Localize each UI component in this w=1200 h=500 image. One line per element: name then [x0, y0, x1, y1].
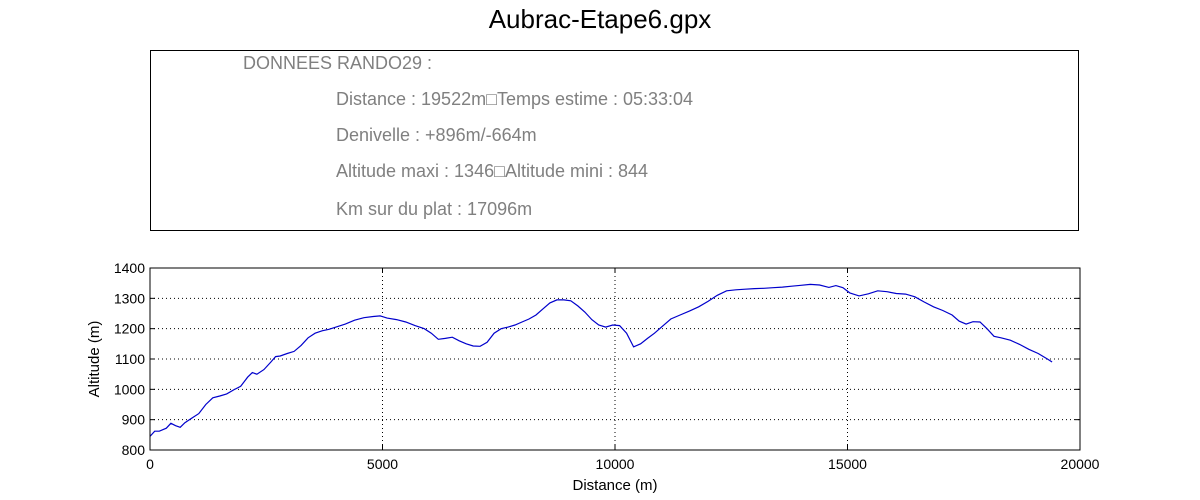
info-denivelle: Denivelle : +896m/-664m: [336, 125, 537, 145]
info-km-plat: Km sur du plat : 17096m: [336, 199, 533, 219]
y-tick-label: 1100: [115, 351, 145, 367]
y-tick-label: 1200: [114, 321, 145, 337]
y-tick-label: 900: [122, 412, 146, 428]
x-tick-label: 15000: [828, 456, 867, 472]
info-heading: DONNEES RANDO29 :: [243, 53, 433, 73]
x-tick-label: 20000: [1061, 456, 1100, 472]
chart-title: Aubrac-Etape6.gpx: [488, 4, 712, 34]
y-tick-label: 1000: [114, 381, 145, 397]
y-tick-label: 1300: [114, 290, 145, 306]
y-tick-label: 800: [122, 442, 146, 458]
info-distance-time: Distance : 19522m□Temps estime : 05:33:0…: [336, 89, 694, 109]
x-axis-label: Distance (m): [572, 477, 657, 494]
info-box: DONNEES RANDO29 : Distance : 19522m□Temp…: [150, 50, 1079, 231]
x-tick-label: 0: [146, 456, 154, 472]
x-tick-label: 5000: [367, 456, 398, 472]
x-tick-label: 10000: [596, 456, 635, 472]
y-axis-label: Altitude (m): [86, 321, 103, 398]
y-tick-label: 1400: [114, 260, 145, 276]
altitude-line: [149, 283, 1053, 437]
info-altitude: Altitude maxi : 1346□Altitude mini : 844: [336, 161, 649, 181]
